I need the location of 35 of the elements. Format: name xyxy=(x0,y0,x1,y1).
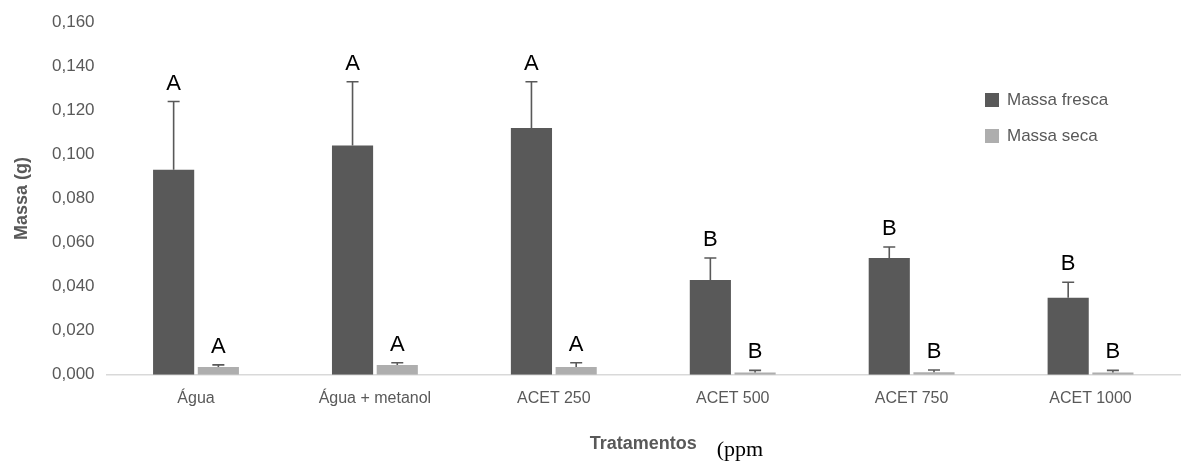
annotation: B xyxy=(1105,338,1121,364)
bar xyxy=(197,367,239,375)
y-tick-label: 0,120 xyxy=(51,100,95,120)
bar xyxy=(555,367,597,375)
x-tick-label: ACET 750 xyxy=(874,388,949,406)
y-tick-label: 0,160 xyxy=(51,11,95,31)
bar xyxy=(376,364,418,375)
annotation: A xyxy=(211,332,227,358)
x-tick-label: Água xyxy=(177,387,215,406)
annotation: A xyxy=(568,330,584,356)
annotation: A xyxy=(166,69,182,95)
x-tick-label: ACET 250 xyxy=(517,388,591,406)
y-tick-label: 0,040 xyxy=(51,276,95,296)
annotation: B xyxy=(747,338,763,364)
annotation: B xyxy=(703,226,718,252)
legend-label: Massa seca xyxy=(1007,125,1099,145)
annotation: B xyxy=(881,215,897,241)
y-tick-label: 0,100 xyxy=(51,144,95,164)
y-tick-label: 0,000 xyxy=(51,364,95,384)
annotation: A xyxy=(524,49,540,75)
x-tick-label: Água + metanol xyxy=(318,387,432,406)
annotation: A xyxy=(389,330,405,356)
x-tick-label: ACET 500 xyxy=(695,388,770,406)
y-tick-label: 0,060 xyxy=(51,232,95,252)
y-tick-label: 0,080 xyxy=(51,188,95,208)
y-axis-title: Massa (g) xyxy=(10,156,31,241)
text: (ppm xyxy=(716,435,764,461)
y-tick-label: 0,020 xyxy=(51,320,95,340)
annotation: B xyxy=(1060,250,1076,276)
annotation: A xyxy=(345,49,361,75)
legend-label: Massa fresca xyxy=(1007,89,1109,109)
annotation: B xyxy=(926,338,942,364)
x-axis-title: Tratamentos xyxy=(589,432,697,453)
y-tick-label: 0,140 xyxy=(51,55,95,75)
x-tick-label: ACET 1000 xyxy=(1049,388,1132,406)
